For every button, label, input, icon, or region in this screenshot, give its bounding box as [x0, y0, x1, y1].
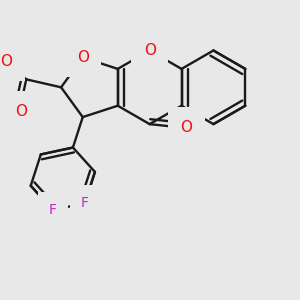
Text: F: F: [81, 196, 89, 210]
Text: O: O: [0, 54, 12, 69]
Text: O: O: [144, 43, 156, 58]
Text: O: O: [181, 120, 193, 135]
Text: F: F: [49, 203, 57, 217]
Text: O: O: [77, 50, 89, 65]
Text: O: O: [15, 104, 27, 119]
